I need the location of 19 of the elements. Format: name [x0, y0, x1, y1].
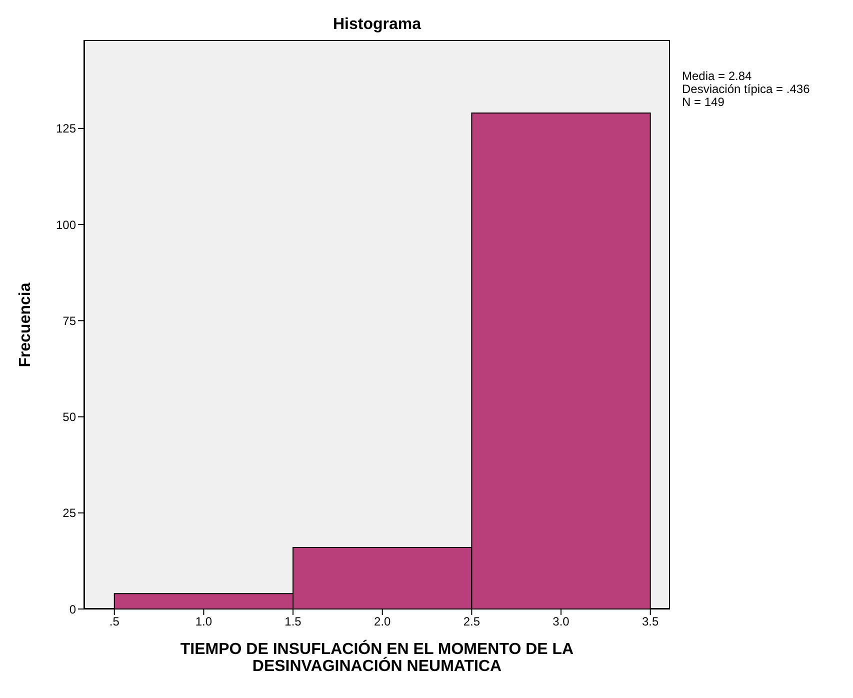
- x-tick-label: 3.0: [552, 614, 570, 629]
- y-tick-label: 125: [56, 122, 76, 136]
- x-tick-label: 1.5: [284, 614, 302, 629]
- x-tick-label: 2.0: [374, 614, 392, 629]
- x-tick-label: 3.5: [642, 614, 660, 629]
- y-tick-label: 25: [62, 506, 76, 520]
- x-axis-title: TIEMPO DE INSUFLACIÓN EN EL MOMENTO DE LA DESINVAGINACIÓN NEUMATICA: [179, 641, 575, 675]
- y-tick-label: 0: [69, 602, 76, 616]
- y-tick-label: 100: [56, 218, 76, 232]
- x-tick-label: 2.5: [463, 614, 480, 629]
- text: Media = 2.84: [682, 69, 753, 83]
- y-axis-title: Frecuencia: [17, 282, 35, 367]
- y-tick-label: 50: [62, 410, 76, 424]
- chart-title: Histograma: [332, 16, 422, 34]
- x-tick-label: 1.0: [195, 614, 212, 629]
- text: N = 149: [682, 95, 726, 109]
- x-tick-label: .5: [109, 614, 120, 629]
- y-tick-label: 75: [62, 314, 76, 328]
- text: Desviación típica = .436: [682, 82, 810, 96]
